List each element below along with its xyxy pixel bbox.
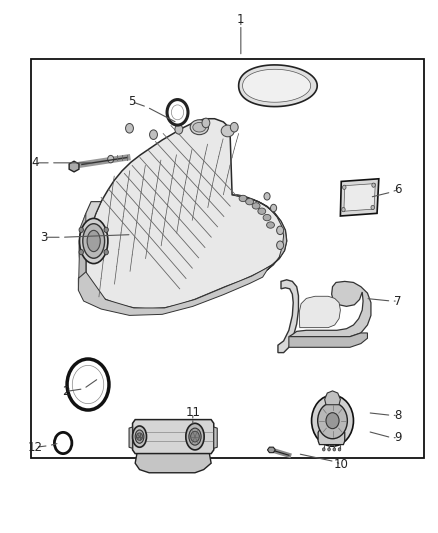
Ellipse shape [87,230,100,252]
Circle shape [104,249,108,255]
Circle shape [277,226,284,235]
Circle shape [326,413,339,429]
Text: 2: 2 [63,385,70,398]
Ellipse shape [258,208,266,214]
Polygon shape [78,213,86,290]
Ellipse shape [193,123,206,132]
Polygon shape [232,195,287,270]
Circle shape [342,207,345,212]
Ellipse shape [189,428,201,445]
Ellipse shape [239,195,247,201]
Circle shape [277,241,284,249]
Ellipse shape [221,125,234,137]
Circle shape [271,204,277,212]
Ellipse shape [246,198,254,205]
Polygon shape [340,179,379,216]
Text: 6: 6 [394,183,402,196]
Polygon shape [344,183,375,211]
Text: 7: 7 [394,295,402,308]
Ellipse shape [190,120,208,135]
Circle shape [230,123,238,132]
Polygon shape [79,201,101,273]
Polygon shape [214,427,217,448]
Circle shape [126,124,134,133]
Polygon shape [86,119,287,309]
Polygon shape [278,280,298,353]
Ellipse shape [80,219,108,264]
Ellipse shape [186,423,204,450]
Polygon shape [318,430,345,445]
Text: 1: 1 [237,13,244,26]
Circle shape [79,227,83,232]
Text: 12: 12 [28,441,43,454]
Text: 11: 11 [185,406,200,419]
Ellipse shape [83,224,105,259]
Polygon shape [289,281,371,337]
Polygon shape [243,69,311,102]
Text: 9: 9 [394,431,402,444]
Bar [31,59,424,458]
Circle shape [104,227,108,232]
Circle shape [264,192,270,200]
Ellipse shape [133,426,147,447]
Circle shape [191,431,199,442]
Text: 5: 5 [128,95,135,108]
Polygon shape [133,419,214,454]
Circle shape [137,433,143,440]
Circle shape [333,448,336,451]
Text: 10: 10 [334,458,349,471]
Circle shape [343,185,346,189]
Polygon shape [239,65,317,107]
Circle shape [318,402,347,439]
Circle shape [108,156,114,163]
Text: 4: 4 [32,156,39,169]
Polygon shape [135,454,211,473]
Circle shape [322,448,325,451]
Circle shape [175,125,183,134]
Ellipse shape [135,430,144,443]
Ellipse shape [252,203,260,209]
Polygon shape [268,447,276,453]
Text: 3: 3 [41,231,48,244]
Circle shape [79,249,83,255]
Circle shape [328,448,330,451]
Polygon shape [129,427,133,448]
Circle shape [311,395,353,446]
Polygon shape [69,161,79,172]
Circle shape [371,205,374,209]
Polygon shape [299,296,340,328]
Polygon shape [325,391,340,405]
Circle shape [202,118,210,128]
Polygon shape [78,265,272,316]
Circle shape [338,448,341,451]
Polygon shape [289,333,367,348]
Circle shape [150,130,157,140]
Ellipse shape [267,222,275,228]
Ellipse shape [263,214,271,221]
Text: 8: 8 [394,409,402,422]
Circle shape [372,183,375,187]
